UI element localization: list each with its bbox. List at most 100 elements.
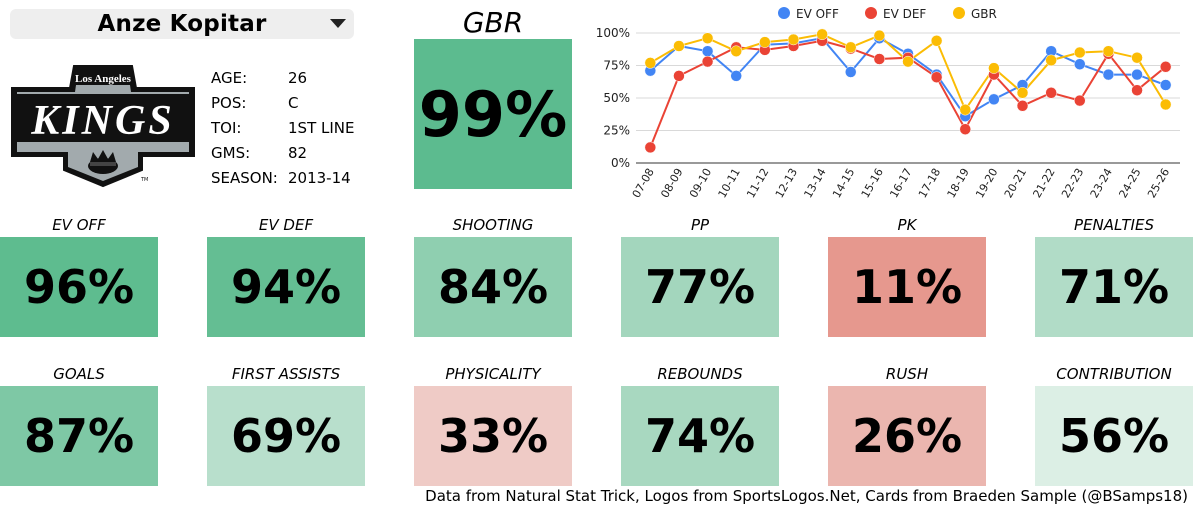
data-point-gbr: [759, 36, 771, 48]
penalties-label: PENALTIES: [1074, 216, 1154, 234]
goals-value: 87%: [23, 409, 135, 463]
data-point-gbr: [1131, 51, 1143, 64]
penalties-value: 71%: [1058, 260, 1170, 314]
physicality-label: PHYSICALITY: [445, 365, 541, 383]
shooting-value: 84%: [437, 260, 549, 314]
crown-icon: [88, 150, 118, 174]
y-tick-label: 0%: [611, 156, 630, 170]
data-point-ev-off: [1074, 58, 1086, 70]
svg-text:KINGS: KINGS: [30, 98, 174, 144]
pp-tile: 77%: [621, 237, 779, 337]
info-value: C: [288, 94, 299, 112]
x-tick-label: 12-13: [773, 166, 800, 200]
data-point-ev-def: [1131, 84, 1143, 96]
data-point-ev-def: [930, 71, 943, 83]
x-tick-label: 08-09: [658, 166, 685, 200]
data-point-gbr: [701, 32, 714, 44]
x-tick-label: 23-24: [1088, 166, 1115, 200]
y-tick-label: 75%: [603, 59, 630, 73]
gbr-value: 99%: [418, 77, 568, 151]
ev-def-value: 94%: [230, 260, 342, 314]
data-point-ev-def: [1045, 87, 1057, 99]
data-point-ev-def: [873, 53, 886, 65]
legend-marker: [865, 7, 877, 19]
pp-value: 77%: [644, 260, 756, 314]
ev-off-label: EV OFF: [52, 216, 106, 234]
data-point-gbr: [902, 55, 914, 68]
first-assists-label: FIRST ASSISTS: [231, 365, 341, 383]
rush-tile: 26%: [828, 386, 986, 486]
y-tick-label: 50%: [603, 91, 630, 105]
legend-label: EV OFF: [796, 7, 839, 21]
info-label: TOI:: [211, 119, 242, 137]
rebounds-tile: 74%: [621, 386, 779, 486]
shooting-label: SHOOTING: [452, 216, 534, 234]
x-tick-label: 14-15: [830, 166, 857, 200]
pp-label: PP: [690, 216, 710, 234]
first-assists-tile: 69%: [207, 386, 365, 486]
data-point-gbr: [730, 45, 742, 57]
contribution-tile: 56%: [1035, 386, 1193, 486]
contribution-value: 56%: [1058, 409, 1170, 463]
svg-text:Los Angeles: Los Angeles: [75, 73, 132, 85]
gbr-history-chart: 0% 25% 50% 75% 100% 07-08 08-09 09-10 10-11 11-12…: [596, 7, 1180, 200]
kings-logo-icon: Los Angeles KINGS TM: [11, 65, 195, 188]
data-point-ev-def: [1074, 94, 1086, 107]
x-tick-label: 07-08: [630, 166, 657, 200]
legend-label: GBR: [971, 7, 997, 21]
gbr-tile: 99%: [414, 39, 572, 189]
info-label: AGE:: [211, 69, 248, 87]
rebounds-label: REBOUNDS: [657, 365, 743, 383]
data-point-ev-off: [988, 93, 1000, 106]
chevron-down-icon[interactable]: [330, 19, 346, 28]
y-tick-label: 100%: [596, 26, 630, 40]
rush-value: 26%: [851, 409, 963, 463]
x-tick-label: 19-20: [973, 166, 1000, 200]
ev-off-value: 96%: [23, 260, 135, 314]
x-tick-label: 25-26: [1145, 166, 1172, 200]
data-point-ev-off: [1131, 68, 1143, 81]
data-point-ev-def: [959, 123, 972, 135]
rebounds-value: 74%: [644, 409, 756, 463]
info-value: 26: [288, 69, 308, 87]
data-point-gbr: [673, 40, 685, 52]
x-tick-label: 18-19: [945, 166, 972, 200]
x-tick-label: 21-22: [1031, 166, 1058, 200]
physicality-tile: 33%: [414, 386, 572, 486]
ev-def-label: EV DEF: [258, 216, 314, 234]
data-point-ev-def: [644, 141, 657, 154]
goals-tile: 87%: [0, 386, 158, 486]
data-point-ev-def: [1016, 100, 1029, 112]
legend-marker: [778, 7, 790, 19]
data-point-gbr: [959, 103, 972, 116]
data-point-gbr: [1159, 98, 1172, 111]
data-point-gbr: [787, 33, 800, 46]
data-point-ev-off: [1102, 68, 1115, 81]
player-select[interactable]: Anze Kopitar: [10, 9, 354, 39]
contribution-label: CONTRIBUTION: [1056, 365, 1172, 383]
x-tick-label: 13-14: [801, 166, 828, 200]
info-label: SEASON:: [211, 169, 278, 187]
shooting-tile: 84%: [414, 237, 572, 337]
data-point-ev-def: [701, 55, 714, 68]
pk-tile: 11%: [828, 237, 986, 337]
data-point-ev-def: [673, 70, 685, 82]
data-point-ev-off: [701, 45, 714, 57]
data-point-gbr: [1074, 46, 1086, 59]
x-tick-label: 24-25: [1116, 166, 1143, 200]
x-tick-label: 17-18: [916, 166, 943, 200]
data-point-gbr: [644, 57, 657, 69]
x-tick-label: 10-11: [716, 166, 743, 200]
penalties-tile: 71%: [1035, 237, 1193, 337]
y-tick-label: 25%: [603, 124, 630, 138]
player-name: Anze Kopitar: [97, 11, 267, 37]
data-point-gbr: [1045, 54, 1057, 67]
legend-marker: [953, 7, 965, 19]
first-assists-value: 69%: [230, 409, 342, 463]
legend-label: EV DEF: [883, 7, 926, 21]
data-point-gbr: [1016, 87, 1029, 99]
pk-label: PK: [897, 216, 917, 234]
data-point-gbr: [873, 29, 886, 42]
svg-text:TM: TM: [140, 177, 148, 183]
data-point-gbr: [988, 62, 1000, 74]
